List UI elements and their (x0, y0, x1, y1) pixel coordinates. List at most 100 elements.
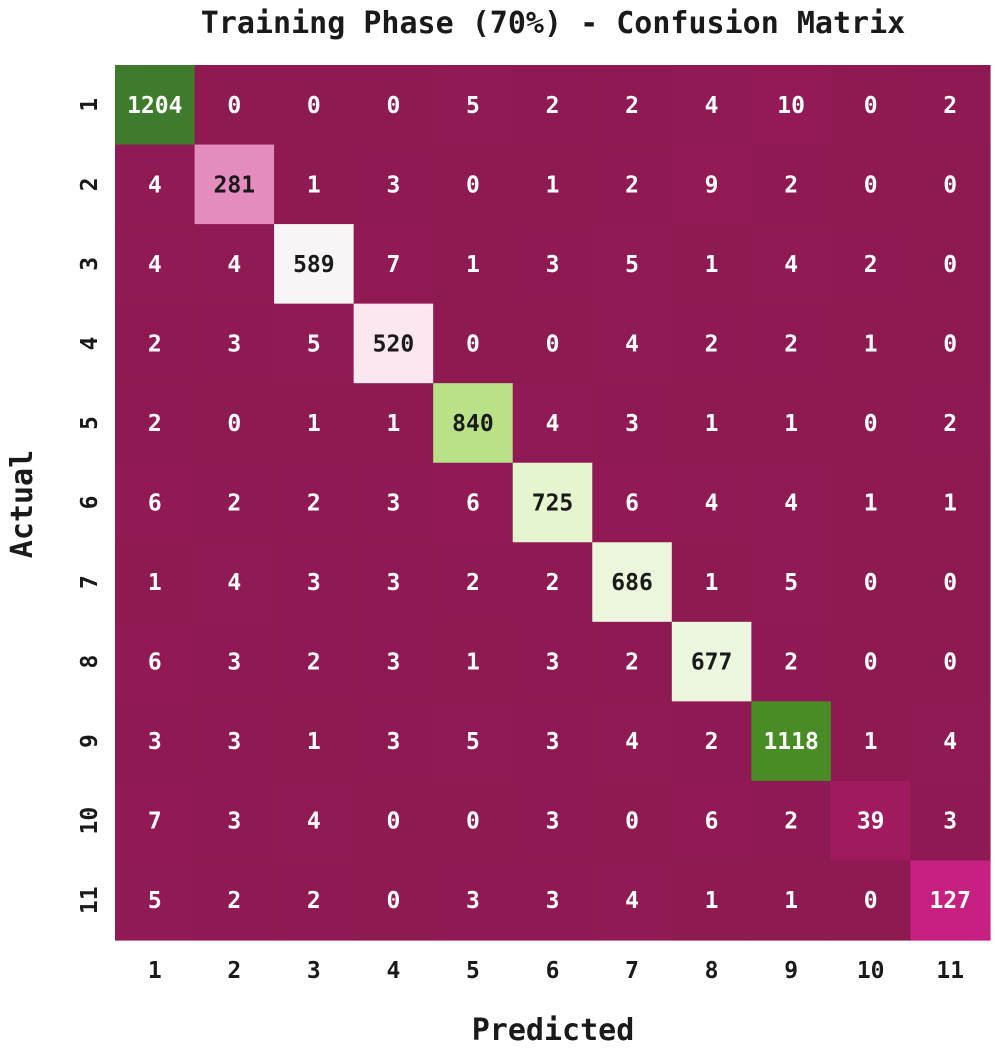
cell-value-label: 2 (148, 331, 162, 357)
heatmap-cell (433, 224, 514, 305)
cell-value-label: 3 (466, 888, 480, 914)
heatmap-cell (353, 65, 434, 146)
heatmap-cell (830, 303, 912, 384)
cell-value-label: 677 (691, 650, 733, 676)
cell-value-label: 1204 (127, 93, 182, 119)
heatmap-cell (910, 462, 991, 543)
heatmap-cell (671, 65, 752, 146)
heatmap-cell (671, 780, 752, 862)
heatmap-cell (751, 860, 832, 941)
x-tick-label: 7 (625, 958, 639, 984)
cell-value-label: 3 (227, 331, 241, 357)
y-tick-label: 11 (77, 886, 103, 914)
heatmap-cell (274, 65, 355, 146)
cell-value-label: 1118 (763, 729, 818, 755)
cell-value-label: 3 (625, 411, 639, 437)
heatmap-cell (830, 144, 912, 225)
heatmap-cell (194, 303, 275, 384)
heatmap-cell (194, 224, 275, 305)
cell-value-label: 0 (386, 93, 400, 119)
heatmap-cell (115, 860, 196, 941)
heatmap-cell (353, 383, 434, 464)
cell-value-label: 3 (546, 888, 560, 914)
heatmap-cell (910, 224, 991, 305)
cell-value-label: 4 (546, 411, 560, 437)
heatmap-cell (671, 542, 752, 623)
y-tick-label: 3 (77, 257, 103, 271)
cell-value-label: 3 (227, 650, 241, 676)
cell-value-label: 5 (466, 93, 480, 119)
heatmap-cell (592, 780, 673, 862)
heatmap-cell (830, 701, 912, 782)
heatmap-cell (194, 144, 275, 225)
heatmap-cell (830, 621, 912, 702)
y-tick-label: 1 (77, 98, 103, 112)
cell-value-label: 2 (705, 729, 719, 755)
cell-value-label: 3 (227, 729, 241, 755)
heatmap-cell (353, 701, 434, 782)
heatmap-cell (910, 780, 991, 862)
heatmap-cell (512, 224, 593, 305)
heatmap-cell (433, 780, 514, 862)
cell-value-label: 2 (864, 252, 878, 278)
heatmap-cell (115, 780, 196, 862)
cell-value-label: 1 (307, 172, 321, 198)
cell-value-label: 3 (386, 570, 400, 596)
heatmap-cell (671, 383, 752, 464)
cell-value-label: 2 (705, 331, 719, 357)
cell-value-label: 2 (307, 491, 321, 517)
cell-value-label: 1 (864, 331, 878, 357)
x-tick-label: 8 (705, 958, 719, 984)
cell-value-label: 725 (532, 491, 574, 517)
heatmap-cell (592, 383, 673, 464)
y-axis-ticks: 1 2 3 4 5 6 7 8 9 10 11 (77, 98, 103, 914)
cell-value-label: 1 (784, 888, 798, 914)
heatmap-cell (353, 621, 434, 702)
cell-value-label: 2 (625, 650, 639, 676)
cell-value-label: 1 (784, 411, 798, 437)
heatmap-cell (910, 701, 991, 782)
x-axis-ticks: 1 2 3 4 5 6 7 8 9 10 11 (148, 958, 964, 984)
cell-value-label: 1 (864, 491, 878, 517)
heatmap-cell (194, 65, 275, 146)
heatmap-cell (512, 462, 593, 543)
heatmap-cell (671, 303, 752, 384)
cell-value-label: 3 (386, 172, 400, 198)
heatmap-cell (274, 780, 355, 862)
cell-value-label: 7 (148, 809, 162, 835)
cell-value-label: 2 (784, 331, 798, 357)
y-tick-label: 10 (77, 807, 103, 835)
heatmap-cell (115, 144, 196, 225)
cell-value-label: 520 (373, 331, 415, 357)
heatmap-cell (512, 303, 593, 384)
heatmap-cell (194, 542, 275, 623)
cell-value-label: 4 (227, 252, 241, 278)
cell-value-label: 3 (227, 809, 241, 835)
heatmap-cell (751, 65, 832, 146)
y-tick-label: 8 (77, 655, 103, 669)
cell-value-label: 127 (929, 888, 971, 914)
cell-value-label: 2 (307, 888, 321, 914)
heatmap-cell (592, 462, 673, 543)
heatmap-cell (433, 462, 514, 543)
heatmap-cell (910, 621, 991, 702)
cell-value-label: 589 (293, 252, 335, 278)
heatmap-cell (592, 65, 673, 146)
cell-value-label: 4 (705, 491, 719, 517)
heatmap-cell-labels: 1204 0 0 0 5 2 2 4 10 0 24 281 1 3 0 1 2 9 2 0 04 4 589 7 1 3 5 1 4 2… (127, 93, 971, 914)
heatmap-cell (830, 65, 912, 146)
cell-value-label: 0 (386, 809, 400, 835)
heatmap-cell (115, 383, 196, 464)
heatmap-cell (830, 383, 912, 464)
cell-value-label: 0 (943, 650, 957, 676)
heatmap-cell (353, 303, 434, 384)
cell-value-label: 3 (546, 729, 560, 755)
cell-value-label: 4 (943, 729, 957, 755)
cell-value-label: 2 (625, 93, 639, 119)
cell-value-label: 4 (625, 331, 639, 357)
heatmap-cell (274, 701, 355, 782)
x-tick-label: 10 (857, 958, 885, 984)
heatmap-cell (751, 462, 832, 543)
cell-value-label: 1 (705, 252, 719, 278)
cell-value-label: 2 (227, 491, 241, 517)
